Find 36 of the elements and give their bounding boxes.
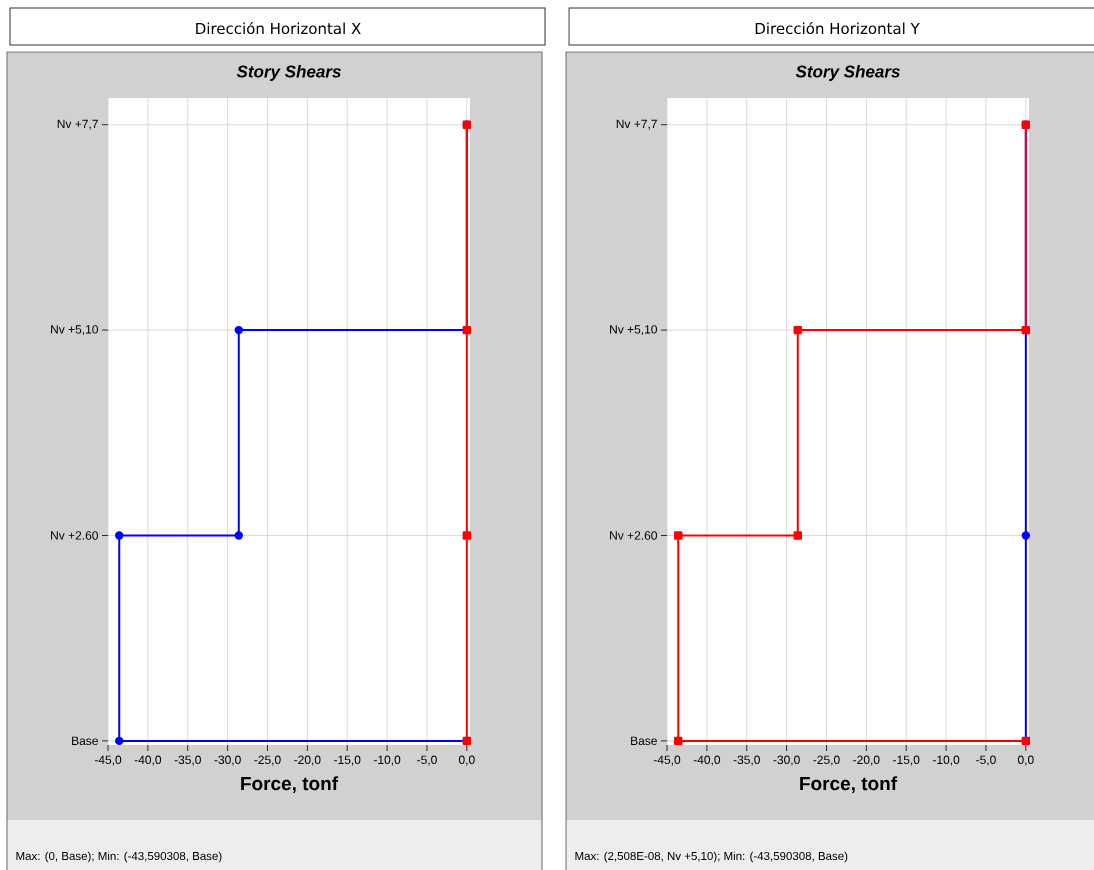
chart-subtitle: Story Shears	[236, 65, 341, 81]
x-tick-label: -20,0	[294, 755, 321, 766]
y-tick-label: Nv +7,7	[616, 119, 657, 130]
x-tick-label: -45,0	[653, 755, 681, 766]
x-tick-label: -40,0	[134, 755, 162, 766]
x-tick-label: -35,0	[174, 755, 201, 766]
x-tick-label: -5,0	[976, 755, 996, 766]
y-tick-label: Base	[72, 736, 98, 746]
x-axis-title: Force, tonf	[800, 776, 898, 794]
x-tick-label: -35,0	[733, 755, 760, 766]
x-tick-label: -25,0	[813, 755, 840, 766]
x-tick-label: -10,0	[373, 755, 401, 766]
x-tick-label: 0,0	[1017, 755, 1034, 766]
x-tick-label: -15,0	[334, 755, 361, 766]
x-tick-label: -15,0	[893, 755, 920, 766]
x-tick-label: -30,0	[214, 755, 241, 766]
x-tick-label: -5,0	[417, 755, 437, 766]
x-tick-label: 0,0	[458, 755, 475, 766]
x-axis-title: Force, tonf	[241, 776, 339, 794]
chart-subtitle: Story Shears	[795, 65, 900, 81]
x-tick-label: -20,0	[853, 755, 880, 766]
x-tick-label: -45,0	[94, 755, 122, 766]
y-tick-label: Nv +5,10	[610, 325, 657, 336]
y-tick-label: Nv +2.60	[610, 531, 657, 540]
x-tick-label: -25,0	[254, 755, 281, 766]
chart-title: Dirección Horizontal X	[196, 21, 361, 35]
text: Max: (2,508E-08, Nv +5,10); Min: (-43,590308, Base)	[575, 851, 848, 863]
text: Max: (0, Base); Min: (-43,590308, Base)	[16, 851, 222, 863]
x-tick-label: -40,0	[693, 755, 721, 766]
y-tick-label: Nv +5,10	[51, 325, 98, 336]
y-tick-label: Nv +2.60	[51, 531, 98, 540]
x-tick-label: -30,0	[773, 755, 800, 766]
chart-title: Dirección Horizontal Y	[755, 21, 920, 35]
y-tick-label: Nv +7,7	[57, 119, 98, 130]
y-tick-label: Base	[631, 736, 657, 746]
x-tick-label: -10,0	[932, 755, 960, 766]
